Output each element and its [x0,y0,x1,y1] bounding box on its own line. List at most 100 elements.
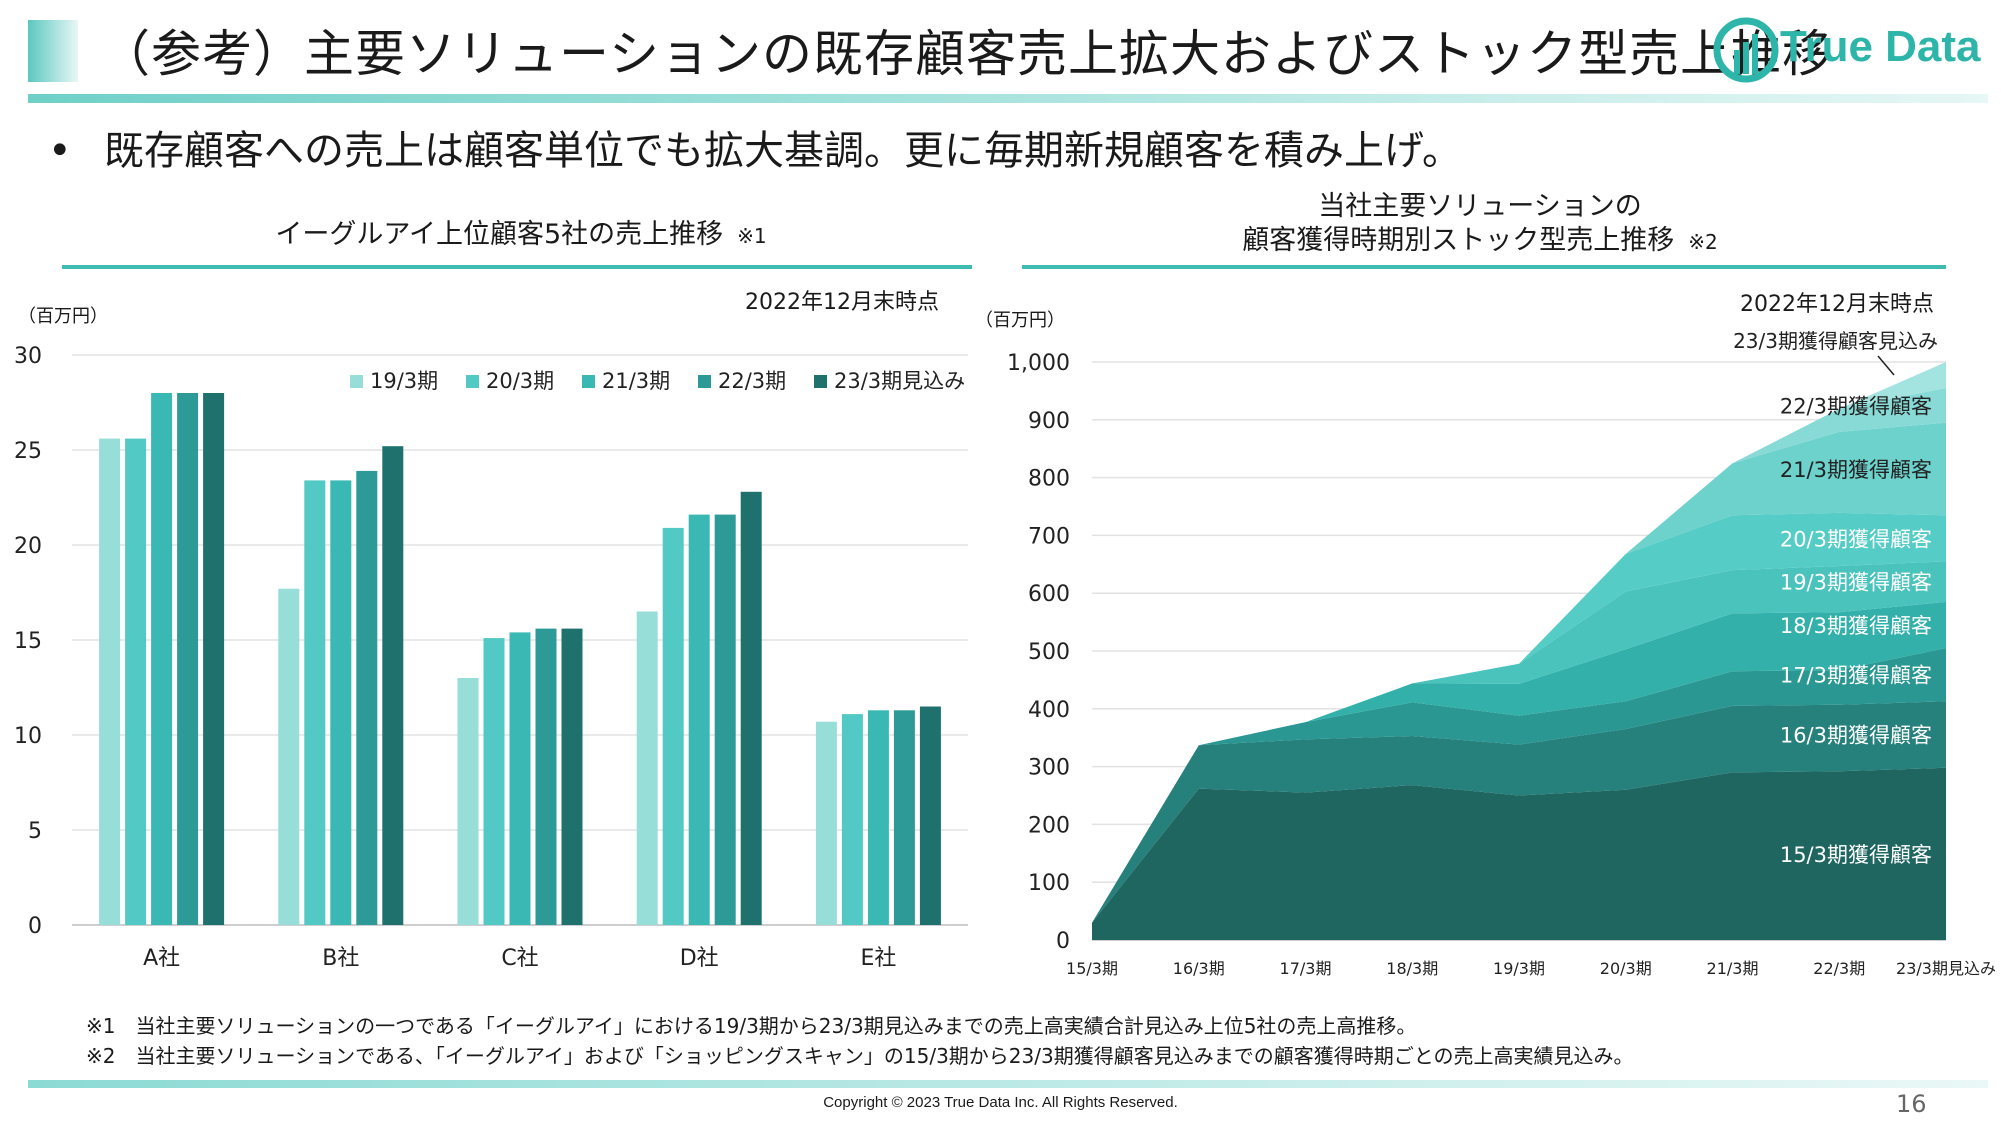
bar-1-3 [356,470,378,925]
bar-0-4 [203,393,225,925]
left-panel-note: ※1 [737,224,767,248]
area-x-tick-label: 15/3期 [1066,959,1118,978]
bar-0-3 [177,393,199,925]
bar-y-tick-label: 25 [14,439,42,464]
right-unit-label: （百万円） [975,310,1065,331]
bar-3-3 [714,514,736,925]
bar-x-tick-label: B社 [322,946,359,971]
logo-ring-icon [1713,17,1779,83]
legend-label: 23/3期見込み [834,369,965,393]
area-series-label: 20/3期獲得顧客 [1780,527,1932,551]
left-panel-title: イーグルアイ上位顧客5社の売上推移 ※1 [62,218,980,253]
legend-swatch [466,375,479,388]
bar-0-2 [151,393,173,925]
area-x-tick-label: 20/3期 [1600,959,1652,978]
legend-label: 22/3期 [718,369,786,393]
bar-y-tick-label: 10 [14,724,42,749]
area-y-tick-label: 800 [1028,467,1070,492]
bar-2-3 [535,628,557,925]
bar-3-2 [688,514,710,925]
bar-4-3 [893,710,915,925]
legend-swatch [350,375,363,388]
area-x-tick-label: 16/3期 [1173,959,1225,978]
area-y-tick-label: 500 [1028,640,1070,665]
area-series-label: 21/3期獲得顧客 [1780,458,1932,482]
bar-4-0 [815,721,837,925]
left-panel-title-text: イーグルアイ上位顧客5社の売上推移 [275,219,724,250]
bar-chart: 0 5 10 15 20 25 30 A社 B社 C社 D社 E社 19/3期 20/3期 21/3期 22/… [14,344,968,971]
area-y-tick-label: 1,000 [1007,351,1070,376]
area-layer-3 [1305,601,1946,723]
bar-2-2 [509,632,531,925]
legend-label: 21/3期 [602,369,670,393]
area-series-label: 16/3期獲得顧客 [1780,724,1932,748]
bar-y-tick-label: 5 [28,819,42,844]
bar-4-1 [841,714,863,925]
area-layer-1 [1092,701,1946,923]
area-y-tick-label: 200 [1028,813,1070,838]
bullet-text: 既存顧客への売上は顧客単位でも拡大基調。更に毎期新規顧客を積み上げ。 [104,128,1462,174]
area-layer-4 [1412,561,1946,684]
bar-1-4 [382,446,404,925]
bar-0-0 [99,438,121,925]
area-x-tick-label: 21/3期 [1707,959,1759,978]
bar-y-tick-label: 15 [14,629,42,654]
bar-2-4 [561,628,583,925]
bar-3-4 [740,491,762,925]
bar-3-1 [662,527,684,925]
area-series-label: 17/3期獲得顧客 [1780,664,1932,688]
area-series-label: 15/3期獲得顧客 [1780,843,1932,867]
bar-x-tick-label: A社 [143,946,180,971]
legend-label: 20/3期 [486,369,554,393]
area-layer-6 [1625,422,1946,554]
logo-bar-1 [1734,50,1740,74]
area-y-tick-label: 600 [1028,582,1070,607]
left-as-of: 2022年12月末時点 [745,290,939,315]
footnote-2: ※2 当社主要ソリューションである、「イーグルアイ」および「ショッピングスキャン… [86,1044,1634,1068]
logo-bar-3 [1752,34,1758,74]
true-data-logo [1713,17,1779,83]
left-unit-label: （百万円） [18,306,108,327]
bar-1-0 [278,588,300,925]
copyright: Copyright © 2023 True Data Inc. All Righ… [823,1094,1178,1111]
bar-x-tick-label: E社 [860,946,896,971]
bullet-dot: • [48,128,72,174]
right-panel-title-line2: 顧客獲得時期別ストック型売上推移 [1242,225,1675,256]
title-accent-bar [28,20,78,82]
bar-2-0 [457,678,479,925]
area-y-tick-label: 400 [1028,698,1070,723]
legend-swatch [814,375,827,388]
left-panel-rule [62,265,972,269]
area-label-leader [1877,355,1895,376]
right-panel-title-line1: 当社主要ソリューションの [1318,191,1642,222]
header-rule [28,94,1988,103]
area-x-tick-label: 17/3期 [1280,959,1332,978]
area-layer-5 [1519,512,1946,664]
area-y-tick-label: 300 [1028,756,1070,781]
area-x-tick-label: 19/3期 [1493,959,1545,978]
summary-bullet: • 既存顧客への売上は顧客単位でも拡大基調。更に毎期新規顧客を積み上げ。 [48,118,1462,176]
area-x-tick-label: 23/3期見込み [1896,959,1996,978]
bar-y-tick-label: 30 [14,344,42,369]
area-series-label: 19/3期獲得顧客 [1780,571,1932,595]
area-y-tick-label: 0 [1056,929,1070,954]
bar-y-tick-label: 20 [14,534,42,559]
logo-text: True Data [1780,22,1981,71]
area-y-tick-label: 900 [1028,409,1070,434]
area-y-tick-label: 700 [1028,524,1070,549]
area-layer-0 [1092,767,1946,940]
right-panel-rule [1022,265,1946,269]
page-number: 16 [1896,1090,1927,1118]
legend-swatch [698,375,711,388]
bar-y-tick-label: 0 [28,914,42,939]
page-title: （参考）主要ソリューションの既存顧客売上拡大およびストック型売上推移 [100,25,1833,83]
bar-0-1 [125,438,147,925]
logo-bar-2 [1743,42,1749,74]
right-as-of: 2022年12月末時点 [1740,292,1934,317]
area-chart: 0 100 200 300 400 500 600 700 800 900 1,000 15/3期獲得… [1007,329,1996,978]
footer-rule [28,1080,1988,1088]
area-layer-2 [1198,648,1946,746]
bar-1-1 [304,480,326,925]
legend-swatch [582,375,595,388]
footnote-1: ※1 当社主要ソリューションの一つである「イーグルアイ」における19/3期から2… [86,1014,1417,1038]
